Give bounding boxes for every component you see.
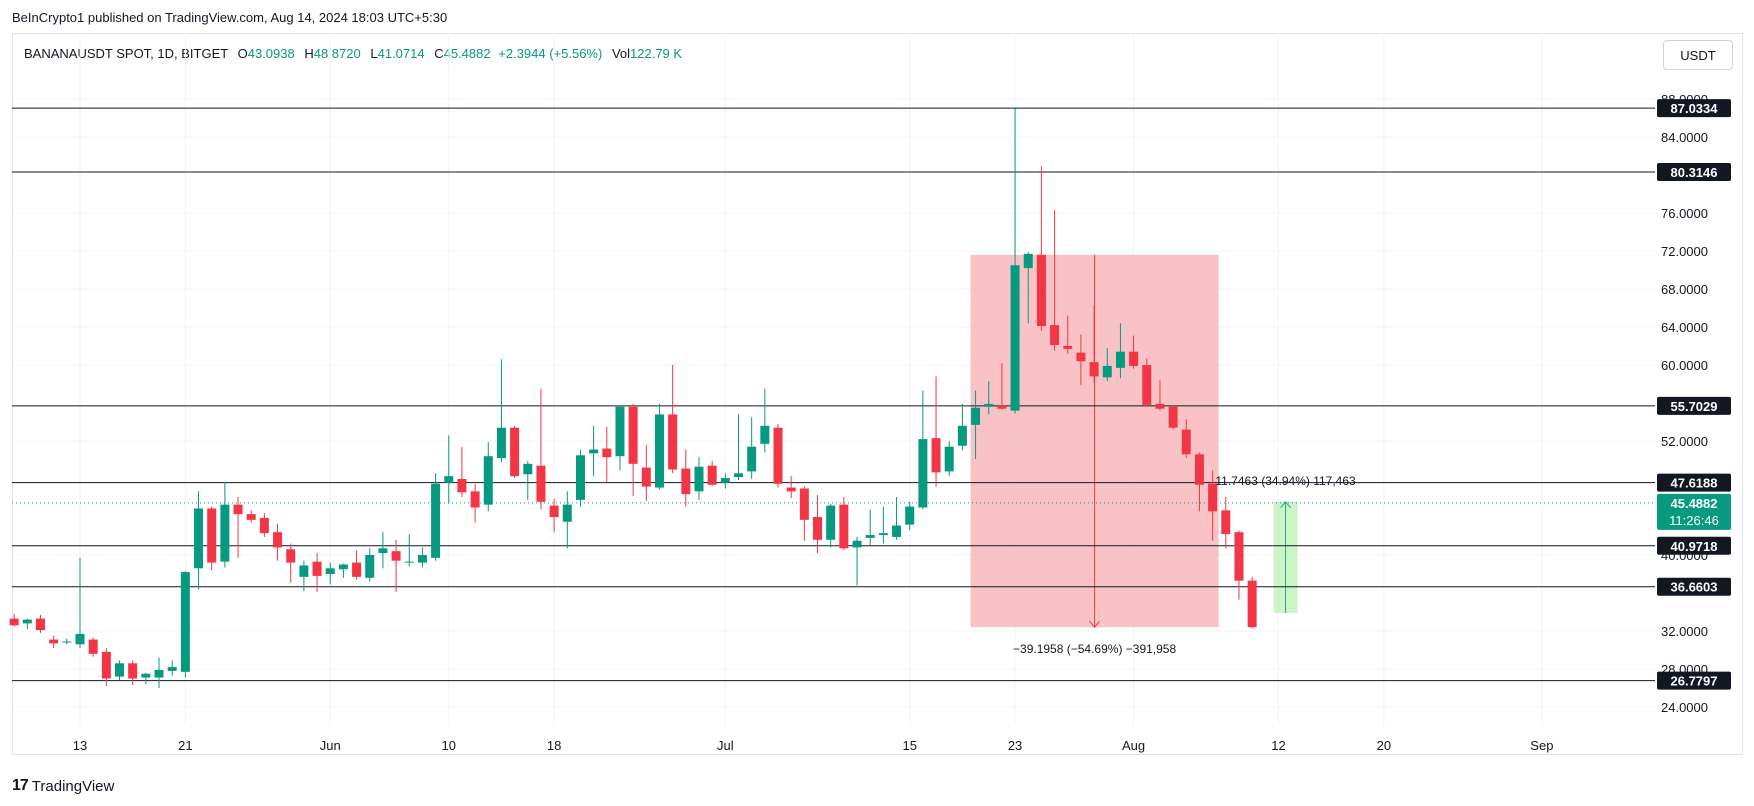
publisher-caption: BeInCrypto1 published on TradingView.com… [12, 10, 448, 25]
change-value: +2.3944 (+5.56%) [498, 46, 603, 61]
chart-frame [12, 33, 1743, 755]
low-value: 41.0714 [377, 46, 425, 61]
tradingview-branding[interactable]: 17 TradingView [12, 777, 114, 795]
volume-label: Vol [611, 46, 631, 61]
volume-value: 122.79 K [630, 46, 683, 61]
close-value: 45.4882 [443, 46, 491, 61]
high-value: 48.8720 [313, 46, 361, 61]
open-value: 43.0938 [247, 46, 295, 61]
high-label: H [304, 46, 314, 61]
symbol-info[interactable]: BANANAUSDT SPOT, 1D, BITGET [24, 46, 228, 61]
open-label: O [237, 46, 248, 61]
tradingview-name: TradingView [31, 777, 115, 795]
tradingview-logo-icon: 17 [12, 777, 29, 794]
close-label: C [434, 46, 444, 61]
currency-button[interactable]: USDT [1663, 40, 1733, 70]
low-label: L [370, 46, 378, 61]
ohlc-legend: BANANAUSDT SPOT, 1D, BITGET O43.0938 H48… [24, 46, 682, 61]
